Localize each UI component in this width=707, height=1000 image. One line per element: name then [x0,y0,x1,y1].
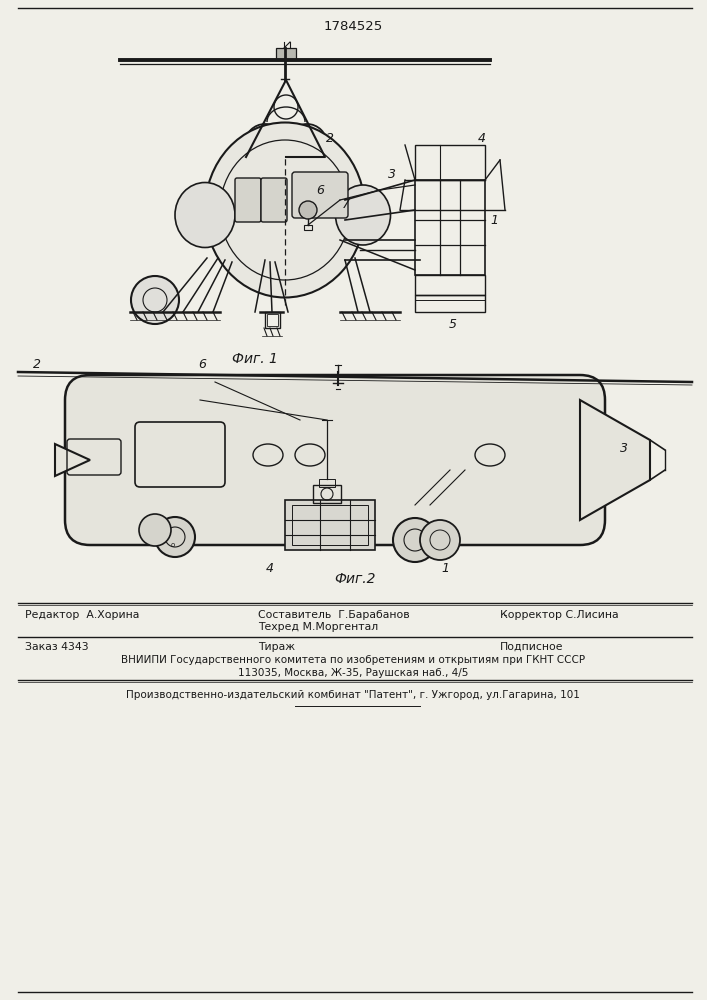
Text: Тираж: Тираж [258,642,295,652]
Ellipse shape [175,182,235,247]
Text: 3: 3 [388,168,396,182]
Text: Заказ 4343: Заказ 4343 [25,642,88,652]
Text: o: o [171,542,175,548]
FancyBboxPatch shape [261,178,287,222]
Text: Техред М.Моргентал: Техред М.Моргентал [258,622,378,632]
Text: 4: 4 [266,562,274,575]
Circle shape [393,518,437,562]
FancyBboxPatch shape [235,178,261,222]
Text: ВНИИПИ Государственного комитета по изобретениям и открытиям при ГКНТ СССР: ВНИИПИ Государственного комитета по изоб… [121,655,585,665]
Ellipse shape [336,185,390,245]
Circle shape [420,520,460,560]
Bar [415,145,485,180]
Ellipse shape [205,122,365,298]
Polygon shape [55,444,90,476]
Circle shape [299,201,317,219]
Circle shape [155,517,195,557]
Text: 5: 5 [449,318,457,331]
Circle shape [139,514,171,546]
Text: 2: 2 [326,131,334,144]
Text: -: - [500,610,508,620]
Text: 6: 6 [316,184,324,196]
Circle shape [131,276,179,324]
FancyBboxPatch shape [65,375,605,545]
Text: Фиг. 1: Фиг. 1 [232,352,278,366]
Bar [304,225,312,230]
Bar [292,505,368,545]
Bar [415,275,485,295]
Text: Фиг.2: Фиг.2 [334,572,375,586]
Text: Подписное: Подписное [500,642,563,652]
Bar [267,314,278,326]
Text: Составитель  Г.Барабанов: Составитель Г.Барабанов [258,610,409,620]
Text: 1: 1 [490,214,498,227]
Text: 113035, Москва, Ж-35, Раушская наб., 4/5: 113035, Москва, Ж-35, Раушская наб., 4/5 [238,668,468,678]
Text: Редактор  А.Хорина: Редактор А.Хорина [25,610,139,620]
Text: 3: 3 [620,442,628,454]
Bar [415,180,485,275]
Text: 6: 6 [198,359,206,371]
Text: .: . [105,610,112,620]
Bar [265,312,280,328]
Bar [285,500,375,550]
Bar [415,295,485,312]
Text: 4: 4 [478,131,486,144]
Text: 7: 7 [342,198,350,212]
Bar [276,48,296,60]
Text: Корректор С.Лисина: Корректор С.Лисина [500,610,619,620]
FancyBboxPatch shape [292,172,348,218]
Bar [313,485,341,503]
Text: 1: 1 [441,562,449,575]
Text: 2: 2 [33,359,41,371]
Text: Производственно-издательский комбинат "Патент", г. Ужгород, ул.Гагарина, 101: Производственно-издательский комбинат "П… [126,690,580,700]
Bar [319,479,335,487]
Text: 1784525: 1784525 [323,20,382,33]
Polygon shape [580,400,650,520]
